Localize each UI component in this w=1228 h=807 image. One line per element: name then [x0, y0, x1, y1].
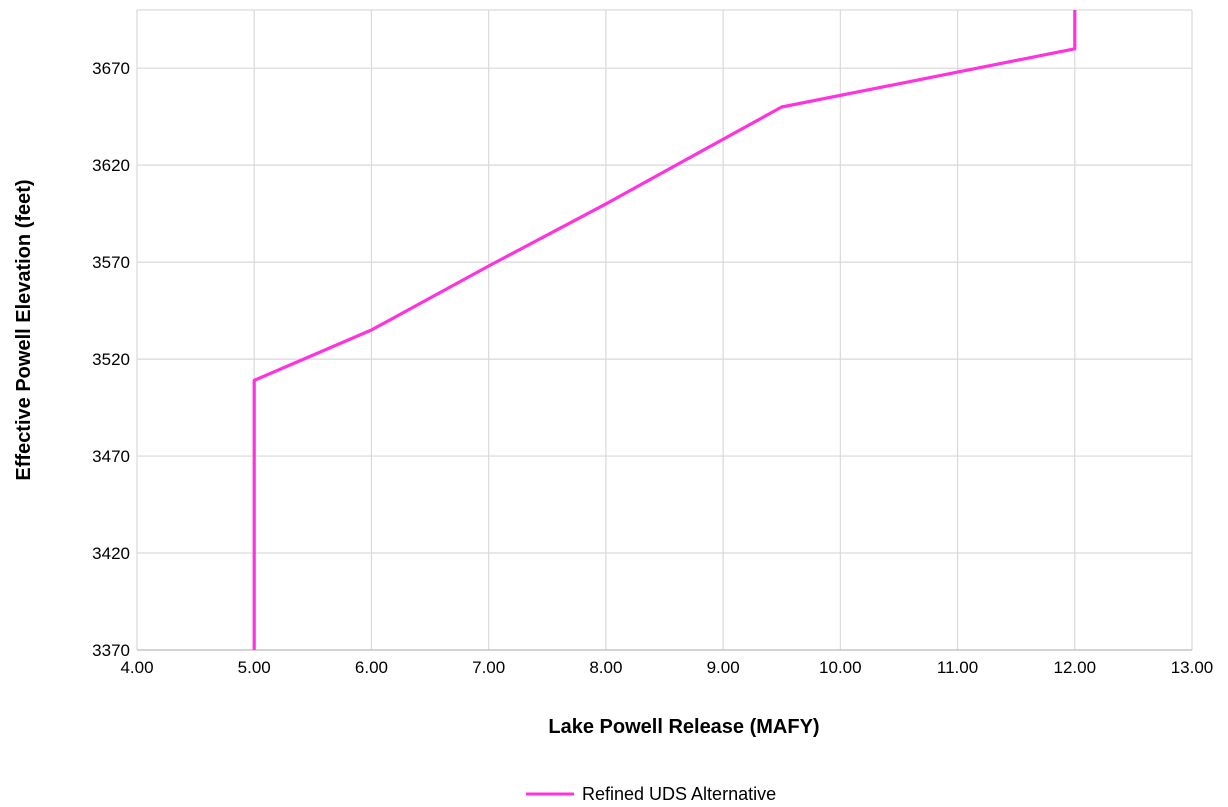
x-tick-label: 9.00 [707, 658, 740, 677]
x-tick-label: 8.00 [589, 658, 622, 677]
y-tick-label: 3370 [92, 641, 130, 660]
y-tick-label: 3520 [92, 350, 130, 369]
y-tick-label: 3620 [92, 156, 130, 175]
y-tick-labels: 3370 3420 3470 3520 3570 3620 3670 [92, 59, 130, 660]
x-tick-label: 4.00 [120, 658, 153, 677]
y-tick-label: 3470 [92, 447, 130, 466]
x-tick-label: 10.00 [819, 658, 862, 677]
y-tick-label: 3670 [92, 59, 130, 78]
y-axis-title: Effective Powell Elevation (feet) [13, 179, 35, 480]
legend: Refined UDS Alternative [526, 784, 776, 804]
x-tick-label: 12.00 [1054, 658, 1097, 677]
x-axis-title: Lake Powell Release (MAFY) [548, 716, 819, 738]
x-tick-label: 7.00 [472, 658, 505, 677]
x-tick-label: 5.00 [238, 658, 271, 677]
plot-area [137, 10, 1192, 650]
x-tick-label: 13.00 [1171, 658, 1214, 677]
y-tick-label: 3420 [92, 544, 130, 563]
x-tick-labels: 4.00 5.00 6.00 7.00 8.00 9.00 10.00 11.00 12.00 1… [120, 658, 1213, 677]
x-tick-label: 6.00 [355, 658, 388, 677]
y-tick-label: 3570 [92, 253, 130, 272]
x-tick-label: 11.00 [937, 658, 978, 677]
legend-label: Refined UDS Alternative [582, 784, 776, 804]
